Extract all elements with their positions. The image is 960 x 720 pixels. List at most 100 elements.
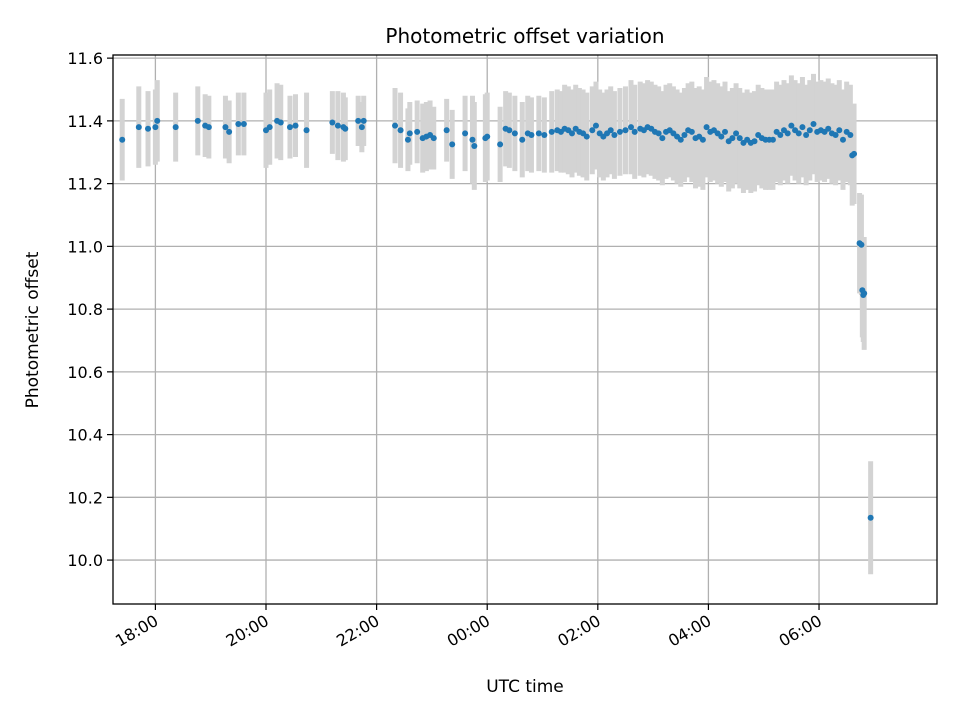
- data-point: [659, 135, 666, 142]
- data-point: [360, 117, 367, 124]
- data-point: [703, 124, 710, 131]
- data-point: [784, 130, 791, 137]
- data-point: [688, 128, 695, 135]
- data-point: [627, 124, 634, 131]
- data-point: [292, 122, 299, 129]
- data-points: [119, 117, 874, 521]
- data-point: [205, 124, 212, 131]
- data-point: [699, 136, 706, 143]
- data-point: [583, 133, 590, 140]
- data-point: [569, 130, 576, 137]
- data-point: [616, 128, 623, 135]
- data-point: [851, 150, 858, 157]
- data-point: [286, 124, 293, 131]
- y-tick-label: 11.2: [67, 175, 103, 194]
- data-point: [631, 128, 638, 135]
- data-point: [528, 131, 535, 138]
- y-axis-label: Photometric offset: [23, 251, 43, 408]
- data-point: [733, 130, 740, 137]
- data-point: [194, 117, 201, 124]
- data-point: [471, 142, 478, 149]
- data-point: [867, 514, 874, 521]
- data-point: [392, 122, 399, 129]
- data-point: [729, 135, 736, 142]
- data-point: [836, 127, 843, 134]
- data-point: [240, 121, 247, 128]
- data-point: [736, 135, 743, 142]
- data-point: [858, 241, 865, 248]
- data-point: [788, 122, 795, 129]
- data-point: [334, 122, 341, 129]
- data-point: [803, 131, 810, 138]
- y-tick-label: 11.4: [67, 112, 103, 131]
- data-point: [497, 141, 504, 148]
- data-point: [119, 136, 126, 143]
- data-point: [541, 131, 548, 138]
- data-point: [430, 135, 437, 142]
- data-point: [222, 124, 229, 131]
- data-point: [607, 127, 614, 134]
- data-point: [449, 141, 456, 148]
- y-tick-label: 10.8: [67, 300, 103, 319]
- y-tick-label: 11.6: [67, 49, 103, 68]
- data-point: [611, 131, 618, 138]
- data-point: [152, 124, 159, 131]
- data-point: [847, 131, 854, 138]
- x-axis-label: UTC time: [486, 677, 564, 697]
- data-point: [506, 127, 513, 134]
- data-point: [592, 122, 599, 129]
- data-point: [795, 130, 802, 137]
- data-point: [535, 130, 542, 137]
- data-point: [303, 127, 310, 134]
- plot-frame: [112, 54, 938, 605]
- data-point: [397, 127, 404, 134]
- data-point: [404, 136, 411, 143]
- data-point: [839, 136, 846, 143]
- data-point: [806, 127, 813, 134]
- data-point: [511, 130, 518, 137]
- data-point: [655, 130, 662, 137]
- data-point: [777, 131, 784, 138]
- data-point: [469, 136, 476, 143]
- data-point: [329, 119, 336, 126]
- data-point: [681, 131, 688, 138]
- data-point: [548, 128, 555, 135]
- data-point: [235, 121, 242, 128]
- data-point: [589, 127, 596, 134]
- data-point: [751, 138, 758, 145]
- data-point: [799, 124, 806, 131]
- data-point: [266, 124, 273, 131]
- data-point: [443, 127, 450, 134]
- data-point: [519, 136, 526, 143]
- data-point: [342, 125, 349, 132]
- data-point: [810, 121, 817, 128]
- chart-title: Photometric offset variation: [385, 24, 664, 48]
- data-point: [172, 124, 179, 131]
- data-point: [414, 128, 421, 135]
- data-point: [226, 128, 233, 135]
- data-point: [722, 128, 729, 135]
- data-point: [135, 124, 142, 131]
- y-tick-label: 10.6: [67, 363, 103, 382]
- y-tick-label: 11.0: [67, 237, 103, 256]
- data-point: [277, 119, 284, 126]
- data-point: [355, 117, 362, 124]
- y-tick-label: 10.0: [67, 551, 103, 570]
- y-tick-label: 10.4: [67, 426, 103, 445]
- data-point: [718, 133, 725, 140]
- data-point: [769, 136, 776, 143]
- data-point: [861, 290, 868, 297]
- data-point: [358, 124, 365, 131]
- data-point: [462, 130, 469, 137]
- data-point: [622, 127, 629, 134]
- data-point: [484, 133, 491, 140]
- data-point: [825, 125, 832, 132]
- data-point: [832, 131, 839, 138]
- data-point: [406, 130, 413, 137]
- data-point: [154, 117, 161, 124]
- data-point: [677, 136, 684, 143]
- y-tick-label: 10.2: [67, 488, 103, 507]
- grid: [113, 55, 937, 604]
- data-point: [145, 125, 152, 132]
